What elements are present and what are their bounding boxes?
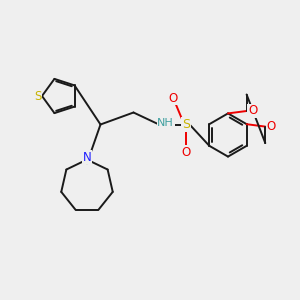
Text: O: O [267,120,276,133]
Text: S: S [34,89,41,103]
Text: O: O [169,92,178,105]
Text: S: S [182,118,190,131]
Text: O: O [248,104,257,118]
Text: NH: NH [157,118,174,128]
Text: N: N [82,151,91,164]
Text: O: O [182,146,190,159]
